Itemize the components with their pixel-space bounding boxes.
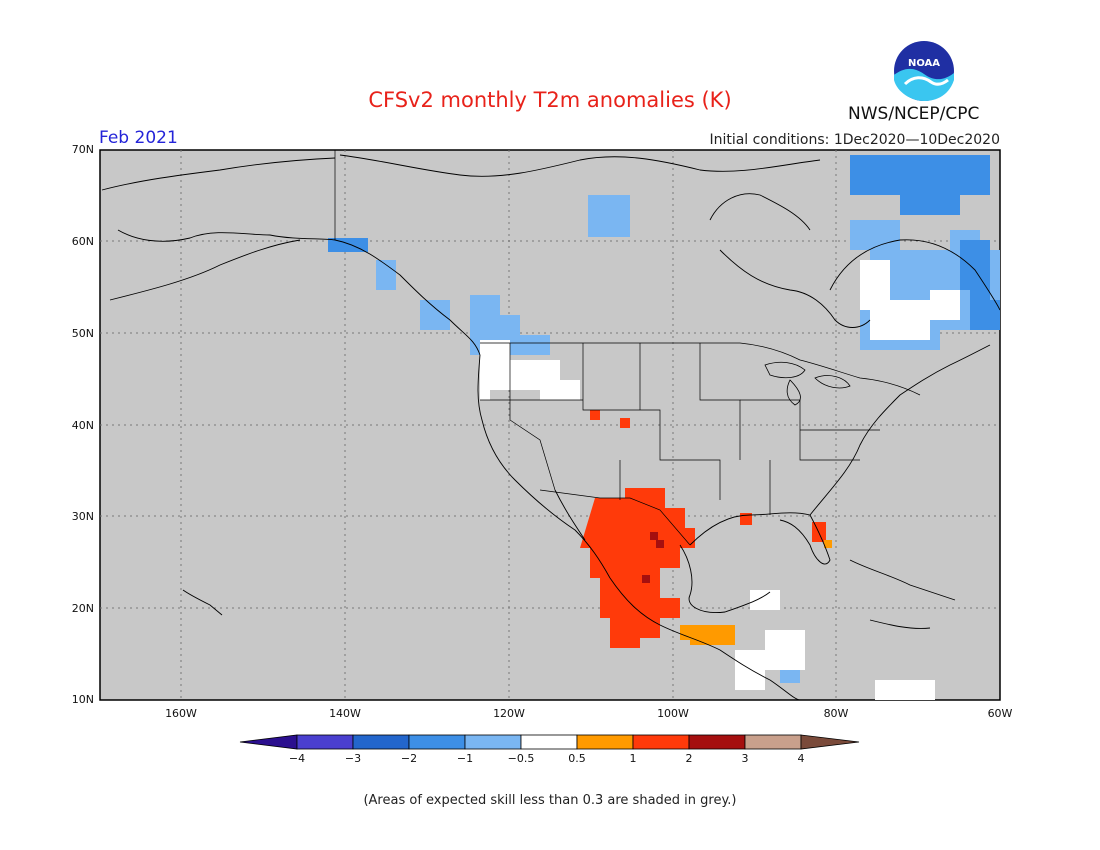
lon-label: 120W — [493, 707, 525, 720]
colorbar-segment — [688, 734, 746, 750]
lat-label: 10N — [71, 693, 94, 706]
logo-text: NOAA — [908, 58, 940, 69]
initial-conditions: Initial conditions: 1Dec2020—10Dec2020 — [709, 132, 1000, 148]
political-borders — [334, 150, 921, 546]
colorbar-segment — [296, 734, 354, 750]
colorbar-segment — [744, 734, 802, 750]
colorbar-segment — [800, 734, 860, 750]
colorbar — [239, 734, 860, 750]
agency-label: NWS/NCEP/CPC — [848, 104, 980, 124]
colorbar-tick-label: 0.5 — [568, 752, 586, 765]
lat-label: 50N — [71, 327, 94, 340]
colorbar-tick-label: −3 — [344, 752, 362, 765]
lat-label: 30N — [71, 510, 94, 523]
noaa-logo-icon: NOAA — [894, 41, 954, 101]
lon-label: 60W — [987, 707, 1013, 720]
colorbar-segment — [239, 734, 298, 750]
colorbar-tick-label: −0.5 — [507, 752, 535, 765]
skill-note: (Areas of expected skill less than 0.3 a… — [363, 793, 737, 808]
colorbar-tick-label: −2 — [400, 752, 418, 765]
coastlines — [101, 154, 1001, 701]
colorbar-tick-label: −4 — [288, 752, 306, 765]
lon-label: 100W — [657, 707, 689, 720]
colorbar-segment — [576, 734, 634, 750]
lat-label: 70N — [71, 143, 94, 156]
colorbar-segment — [464, 734, 522, 750]
colorbar-tick-label: 4 — [797, 752, 805, 765]
chart-title: CFSv2 monthly T2m anomalies (K) — [368, 88, 732, 112]
colorbar-segment — [408, 734, 466, 750]
colorbar-tick-label: 2 — [685, 752, 693, 765]
lon-label: 80W — [823, 707, 849, 720]
forecast-month: Feb 2021 — [99, 128, 178, 148]
lat-label: 20N — [71, 602, 94, 615]
lat-label: 40N — [71, 419, 94, 432]
colorbar-tick-label: 3 — [741, 752, 749, 765]
anomaly-blue-patches — [328, 155, 1000, 683]
great-lakes — [764, 361, 851, 406]
lon-label: 160W — [165, 707, 197, 720]
colorbar-tick-label: 1 — [629, 752, 637, 765]
colorbar-segment — [352, 734, 410, 750]
colorbar-tick-label: −1 — [456, 752, 474, 765]
anomaly-orange-patches — [680, 540, 832, 645]
colorbar-segment — [520, 734, 578, 750]
lat-label: 60N — [71, 235, 94, 248]
anomaly-white-patches — [480, 260, 960, 700]
anomaly-darkred-cells — [642, 532, 664, 583]
colorbar-segment — [632, 734, 690, 750]
lon-label: 140W — [329, 707, 361, 720]
